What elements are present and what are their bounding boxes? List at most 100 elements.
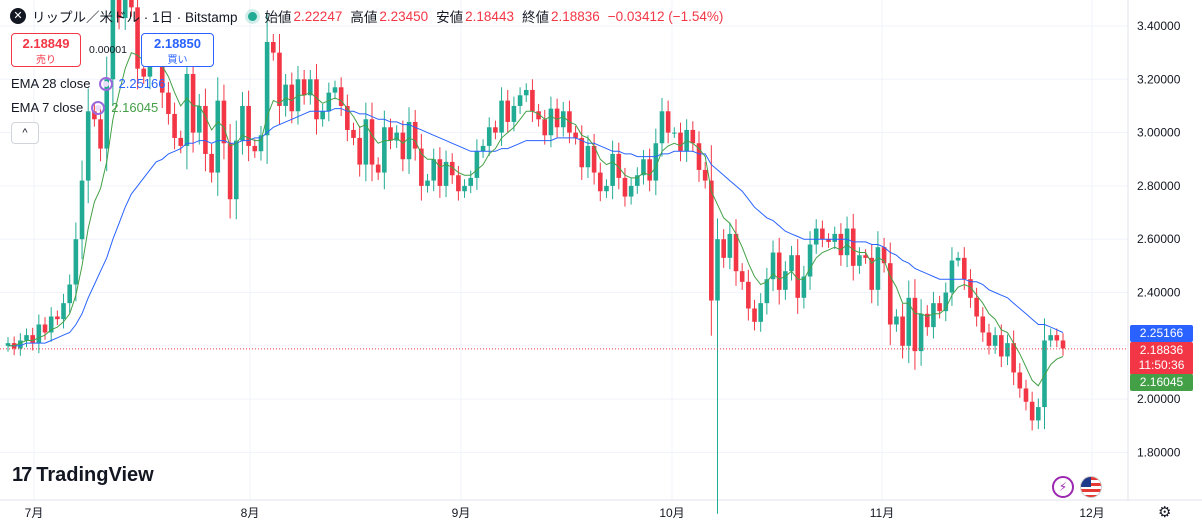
- candle-body: [900, 316, 905, 346]
- candle-body: [795, 255, 801, 298]
- open-value: 2.22247: [293, 8, 343, 24]
- candle-body: [955, 257, 961, 261]
- candle-body: [122, 0, 128, 19]
- candle-body: [887, 263, 893, 325]
- y-tick-label: 2.60000: [1137, 232, 1181, 246]
- gear-icon[interactable]: ⚙: [1158, 504, 1172, 521]
- candle-body: [326, 92, 332, 112]
- low-value: 2.18443: [465, 8, 514, 24]
- candle-body: [1036, 407, 1041, 421]
- candle-body: [709, 180, 714, 301]
- candle-body: [554, 108, 560, 128]
- candle-body: [665, 111, 671, 133]
- candle-body: [486, 127, 492, 146]
- candle-body: [215, 100, 221, 173]
- candle-body: [511, 105, 517, 122]
- refresh-icon[interactable]: [98, 76, 113, 91]
- candle-body: [739, 271, 745, 282]
- candle-body: [992, 335, 998, 346]
- buy-button[interactable]: 2.18850 買い: [141, 33, 214, 67]
- candle-body: [246, 105, 251, 146]
- candle-body: [345, 105, 350, 130]
- candle-body: [721, 239, 726, 258]
- refresh-icon[interactable]: [91, 100, 106, 115]
- candle-body: [221, 100, 227, 144]
- x-tick-label: 7月: [25, 506, 44, 520]
- candle-body: [67, 284, 72, 304]
- candle-body: [801, 276, 807, 298]
- us-flag-icon[interactable]: [1080, 476, 1102, 498]
- candle-body: [628, 185, 634, 197]
- candle-body: [468, 177, 474, 186]
- candle-body: [826, 239, 831, 242]
- symbol-title[interactable]: リップル／米ドル · 1日 · Bitstamp: [32, 10, 238, 25]
- candle-body: [357, 137, 362, 165]
- tradingview-logo[interactable]: 17 TradingView: [12, 464, 154, 487]
- candle-body: [813, 228, 819, 245]
- sell-button[interactable]: 2.18849 売り: [11, 33, 81, 67]
- candle-body: [746, 281, 751, 309]
- y-tick-label: 2.80000: [1137, 179, 1181, 193]
- change-value: −0.03412 (−1.54%): [607, 8, 724, 24]
- candle-body: [776, 252, 782, 290]
- candle-body: [505, 100, 511, 122]
- candle-body: [949, 260, 955, 293]
- candle-body: [937, 303, 942, 312]
- market-open-icon: [247, 11, 257, 21]
- candle-body: [277, 52, 282, 106]
- candle-body: [844, 228, 850, 256]
- candle-body: [196, 105, 202, 133]
- candle-body: [394, 132, 399, 141]
- candle-body: [425, 180, 430, 186]
- candle-body: [548, 108, 554, 136]
- candle-body: [18, 340, 23, 349]
- candle-body: [634, 175, 640, 186]
- candle-body: [573, 132, 578, 138]
- lightning-icon[interactable]: ⚡: [1052, 476, 1074, 498]
- candle-body: [443, 161, 449, 186]
- candle-body: [764, 279, 770, 304]
- candle-body: [252, 145, 258, 152]
- y-tick-label: 3.00000: [1137, 126, 1181, 140]
- candle-body: [1048, 335, 1053, 341]
- candle-body: [129, 0, 134, 8]
- candle-body: [875, 247, 881, 290]
- candle-body: [678, 132, 683, 152]
- close-value: 2.18836: [550, 8, 600, 24]
- candle-body: [1005, 343, 1010, 357]
- candle-body: [980, 316, 986, 333]
- candle-body: [332, 87, 338, 93]
- candle-body: [141, 68, 147, 77]
- candle-body: [647, 159, 652, 181]
- candle-body: [499, 100, 504, 133]
- y-tick-label: 2.00000: [1137, 392, 1181, 406]
- indicator-ema28[interactable]: EMA 28 close 2.25166: [11, 76, 166, 91]
- candle-body: [1060, 340, 1066, 349]
- countdown-value: 11:50:36: [1138, 358, 1185, 372]
- last-price-axis-tag: 2.18836 11:50:36: [1130, 342, 1193, 375]
- candle-body: [301, 79, 307, 96]
- candle-body: [240, 105, 245, 141]
- candle-body: [924, 313, 930, 328]
- candle-body: [270, 41, 276, 53]
- candle-body: [1054, 335, 1060, 341]
- candle-body: [986, 332, 992, 346]
- close-label: 終値: [521, 10, 549, 25]
- candle-body: [258, 135, 264, 152]
- candle-body: [474, 151, 480, 178]
- candle-body: [412, 121, 418, 149]
- candle-body: [727, 233, 733, 258]
- collapse-legend-button[interactable]: ^: [11, 122, 39, 144]
- candle-body: [104, 79, 110, 149]
- candle-body: [807, 244, 813, 277]
- x-tick-label: 8月: [241, 506, 260, 520]
- close-x-icon[interactable]: ✕: [10, 8, 26, 24]
- indicator-ema7[interactable]: EMA 7 close 2.16045: [11, 100, 158, 115]
- candle-body: [480, 145, 486, 152]
- candle-body: [116, 0, 122, 19]
- candle-body: [961, 257, 967, 280]
- candle-body: [591, 145, 597, 173]
- candle-body: [1011, 343, 1016, 373]
- candle-body: [98, 119, 103, 149]
